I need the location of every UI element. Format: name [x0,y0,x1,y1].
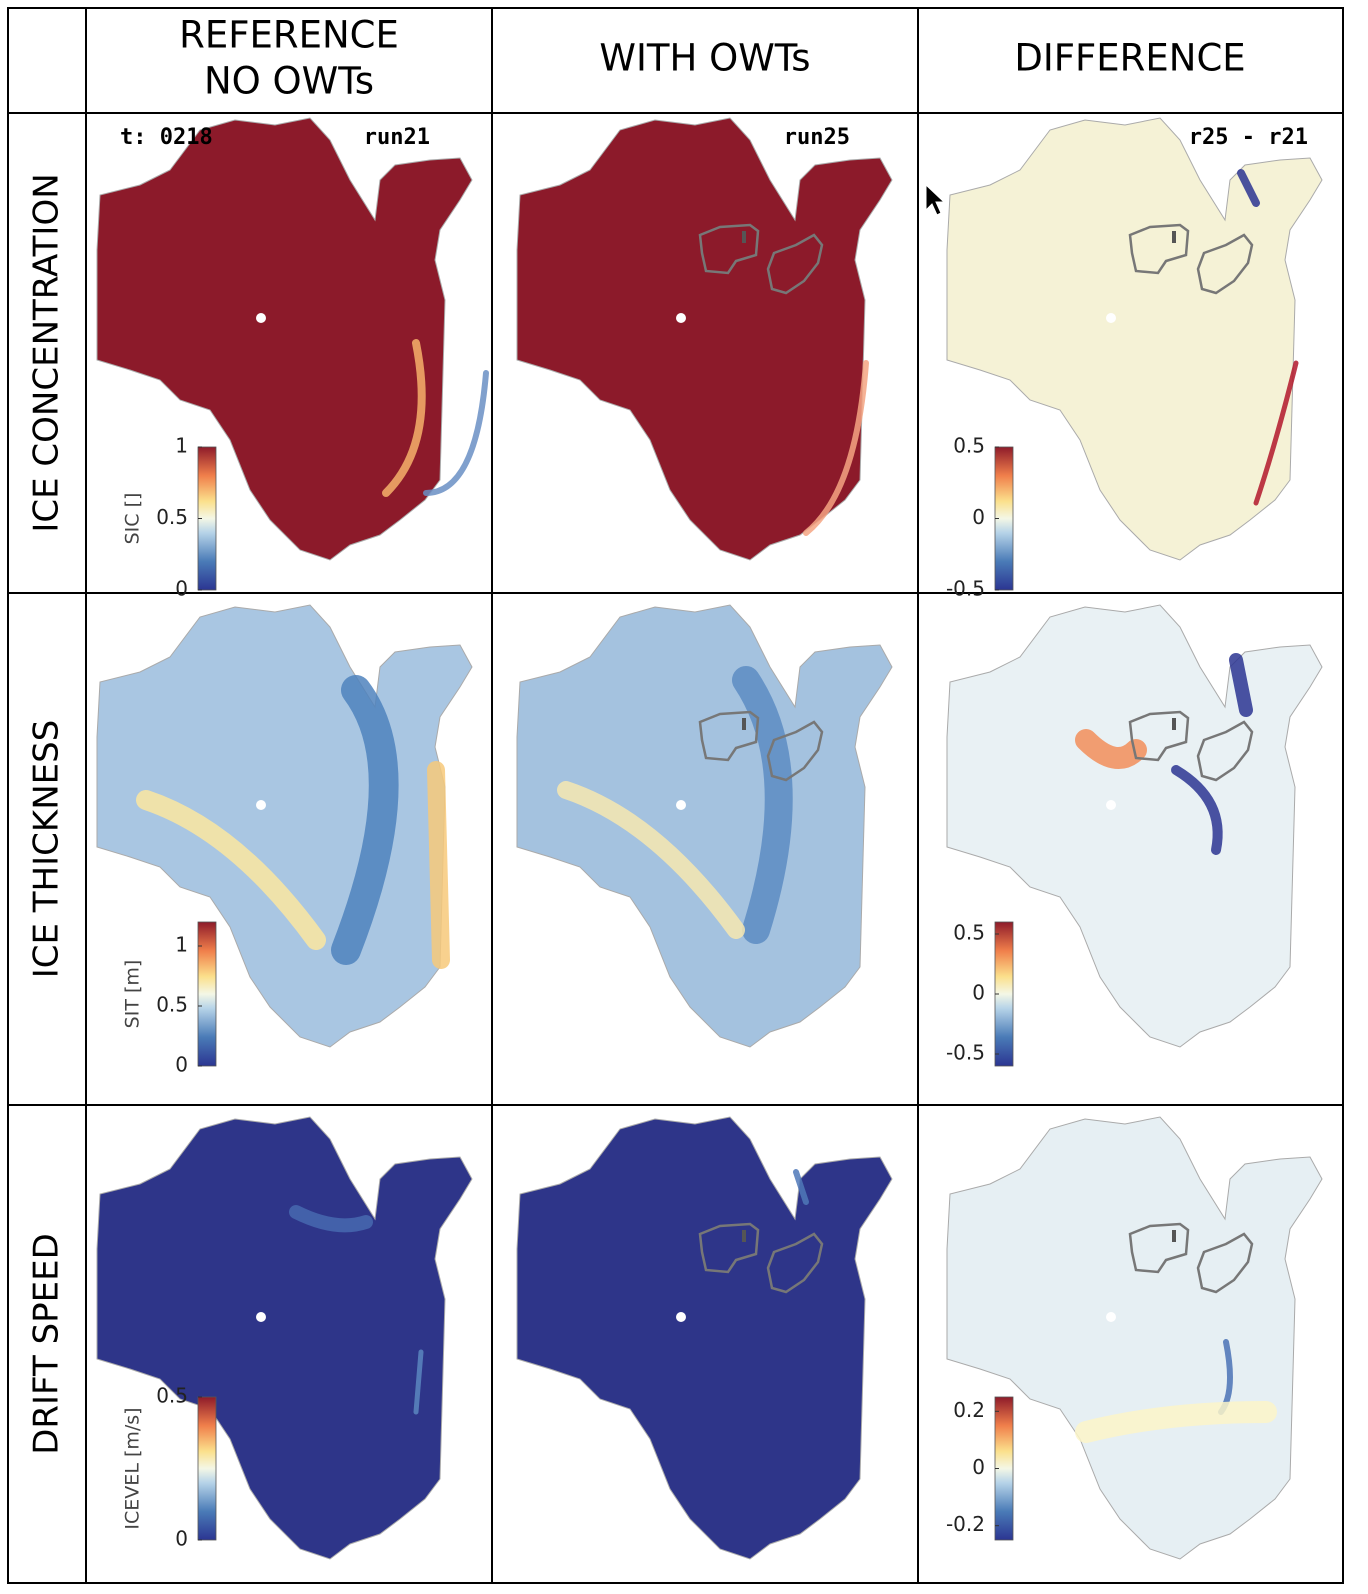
map-panel [946,1116,1323,1560]
colorbar-tick-label: 0.5 [953,434,985,458]
map-feature [423,370,489,496]
map-feature [289,1205,373,1233]
column-header: DIFFERENCE [1014,37,1245,80]
island [1106,1312,1116,1322]
map-feature [1171,765,1223,855]
panel-label: run21 [364,125,430,150]
map-feature [1075,1401,1277,1443]
maps [96,117,1323,1560]
island [1106,313,1116,323]
colorbar-label: ICEVEL [m/s] [122,1407,144,1529]
basin [96,604,473,1048]
map-feature [793,1169,809,1205]
colorbar-tick-label: -0.5 [946,577,985,601]
map-panel [946,604,1323,1048]
colorbar [197,921,217,1067]
panel-label: run25 [784,125,850,150]
colorbar-tick-label: 0.5 [156,505,188,529]
colorbar-tick-label: 0.5 [156,993,188,1017]
colorbar [197,1396,217,1541]
column-header: NO OWTs [204,60,374,103]
column-header: WITH OWTs [599,37,810,80]
basin [96,1116,473,1560]
map-panel [96,117,489,561]
colorbar-tick-label: 0 [175,1527,188,1551]
colorbar-label: SIT [m] [122,960,144,1029]
map-feature [1075,729,1147,769]
colorbar-tick-label: 0 [175,1053,188,1077]
map-feature [136,790,326,950]
island [256,800,266,810]
map-panel [946,117,1323,561]
colorbar-tick-label: -0.2 [946,1512,985,1536]
map-panel [516,1116,893,1560]
map-feature [413,1349,424,1415]
colorbar-label: SIC [] [122,493,144,545]
colorbar-tick-label: 0.2 [953,1398,985,1422]
map-panel [516,604,893,1048]
map-panel [96,604,473,1048]
colorbar-tick-label: 1 [175,434,188,458]
map-feature [382,339,426,497]
colorbar-tick-label: 1 [175,933,188,957]
panel-label: t: 0218 [120,125,213,150]
colorbar-tick-label: -0.5 [946,1041,985,1065]
map-feature [732,666,793,944]
mouse-cursor [925,183,946,216]
map-feature [803,360,869,536]
map-feature [427,761,450,969]
island [676,313,686,323]
row-label: ICE CONCENTRATION [27,173,67,532]
map-panel [96,1116,473,1560]
colorbar-tick-label: 0 [972,505,985,529]
colorbar-tick-label: 0.5 [156,1384,188,1408]
basin [96,117,473,561]
basin [516,604,893,1048]
map-feature [1229,653,1253,717]
island [676,800,686,810]
colorbar-tick-label: 0.5 [953,921,985,945]
island [676,1312,686,1322]
panel-label: r25 - r21 [1189,125,1308,150]
column-header: REFERENCE [179,14,399,57]
row-label: DRIFT SPEED [27,1233,67,1455]
island [256,313,266,323]
map-panel [516,117,893,561]
map-feature [1253,360,1299,506]
row-label: ICE THICKNESS [27,720,67,979]
map-feature [1237,169,1260,207]
map-feature [557,781,745,939]
island [256,1312,266,1322]
colorbar-tick-label: 0 [175,577,188,601]
island [1106,800,1116,810]
map-feature [331,675,399,965]
table-grid [8,8,1343,1583]
colorbar-tick-label: 0 [972,981,985,1005]
colorbar-tick-label: 0 [972,1455,985,1479]
table-border [7,7,1344,1584]
basin [516,1116,893,1560]
